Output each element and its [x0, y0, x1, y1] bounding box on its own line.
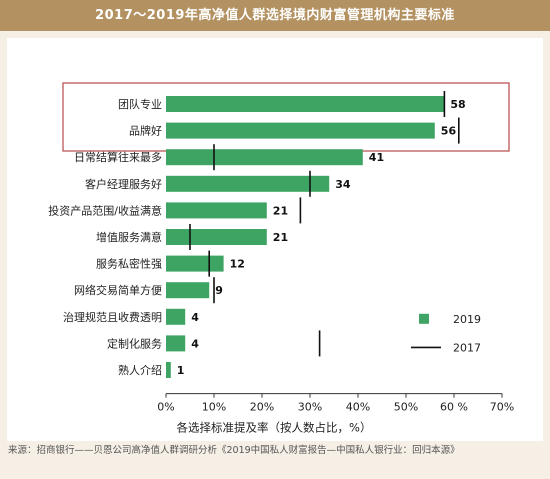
bar-2019 [166, 308, 186, 325]
legend-label-2019: 2019 [453, 313, 481, 326]
bar-value-label: 41 [369, 151, 384, 164]
bar-2019 [166, 96, 445, 112]
chart-panel: 团队专业 58 品牌好 56 日常结算往来最多 41 客户经理服务好 34 投资产品范围/收益满… [7, 38, 543, 441]
bar-value-label: 34 [335, 178, 351, 191]
x-tick-label: 60 % [440, 401, 468, 414]
category-label: 品牌好 [129, 124, 162, 138]
category-label: 团队专业 [118, 97, 162, 111]
x-tick-label: 20% [250, 401, 274, 414]
bar-value-label: 9 [215, 284, 223, 297]
legend-swatch-2019 [419, 313, 429, 324]
highlight-box [62, 82, 510, 152]
bar-value-label: 21 [273, 231, 288, 244]
legend-label-2017: 2017 [453, 341, 481, 354]
category-label: 客户经理服务好 [85, 177, 162, 191]
bar-2019 [166, 362, 171, 378]
category-label: 日常结算往来最多 [74, 150, 162, 164]
category-label: 熟人介绍 [118, 363, 162, 377]
x-tick-label: 30% [298, 401, 322, 414]
category-label: 网络交易简单方便 [74, 283, 162, 297]
bar-value-label: 21 [273, 204, 288, 217]
bar-2019 [166, 282, 210, 299]
category-label: 服务私密性强 [96, 257, 162, 271]
bar-2019 [166, 149, 363, 166]
source-note: 来源：招商银行——贝恩公司高净值人群调研分析《2019中国私人财富报告—中国私人… [8, 445, 460, 456]
chart-title: 2017～2019年高净值人群选择境内财富管理机构主要标准 [0, 0, 550, 31]
x-tick-label: 50% [394, 401, 418, 414]
bar-value-label: 56 [441, 125, 457, 138]
bar-2019 [166, 175, 330, 192]
x-tick-label: 70% [490, 401, 514, 414]
x-tick-label: 40% [346, 401, 370, 414]
bar-2019 [166, 335, 186, 352]
category-label: 增值服务满意 [96, 230, 162, 244]
bar-2019 [166, 229, 267, 245]
bar-2019 [166, 255, 224, 272]
bar-value-label: 4 [191, 337, 199, 350]
category-label: 治理规范且收费透明 [63, 310, 162, 324]
bar-value-label: 4 [191, 311, 199, 324]
bar-value-label: 12 [230, 258, 245, 271]
x-tick-label: 10% [202, 401, 226, 414]
bar-2019 [166, 122, 435, 139]
category-label: 投资产品范围/收益满意 [48, 203, 162, 217]
bar-value-label: 58 [450, 98, 465, 111]
bar-value-label: 1 [177, 364, 185, 377]
category-label: 定制化服务 [107, 336, 162, 350]
x-axis-title: 各选择标准提及率（按人数占比，%） [177, 421, 372, 435]
bar-2019 [166, 202, 267, 219]
x-tick-label: 0% [157, 401, 174, 414]
